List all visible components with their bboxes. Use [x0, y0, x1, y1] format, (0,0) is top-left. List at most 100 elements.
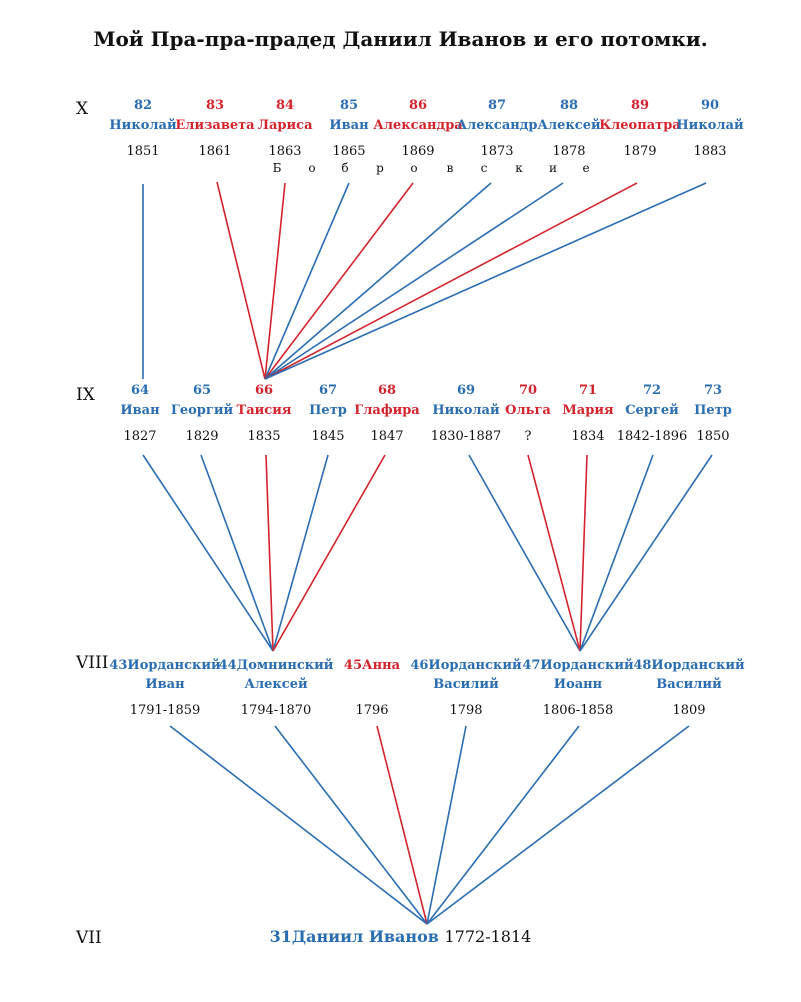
- connector-line: [264, 182, 492, 380]
- person-years: 1796: [355, 703, 389, 718]
- person-years: 1879: [623, 144, 657, 159]
- surname-letter: и: [549, 161, 557, 175]
- connector-line: [142, 454, 274, 652]
- person-years: ?: [524, 429, 532, 444]
- person-name-line2: Иван: [145, 677, 185, 692]
- person-years: 1861: [198, 144, 232, 159]
- person-name: Николай: [109, 118, 177, 133]
- person-years: 1829: [185, 429, 219, 444]
- connector-line: [274, 725, 428, 925]
- connector-line: [264, 182, 350, 380]
- person-name-line1: 47Иорданский: [522, 658, 634, 673]
- person-years: 1883: [693, 144, 727, 159]
- person-years: 1865: [332, 144, 366, 159]
- person-name: Клеопатра: [599, 118, 681, 133]
- surname-letter: е: [582, 161, 590, 175]
- connector-line: [579, 454, 654, 652]
- person-number: 72: [642, 383, 662, 398]
- person-years: 1850: [696, 429, 730, 444]
- person-number: 83: [205, 98, 225, 113]
- person-years: 1830-1887: [430, 429, 502, 444]
- connector-line: [527, 454, 581, 652]
- person-name-line2: Алексей: [244, 677, 308, 692]
- person-years: 1842-1896: [616, 429, 688, 444]
- connector-line: [264, 182, 564, 380]
- connector-line: [272, 454, 386, 652]
- person-name-line1: 44Домнинский: [218, 658, 334, 673]
- person-number: 90: [700, 98, 720, 113]
- person-years: 1847: [370, 429, 404, 444]
- person-name-line2: Василий: [656, 677, 722, 692]
- person-years: 1794-1870: [240, 703, 312, 718]
- person-name: Иван: [329, 118, 369, 133]
- generation-label-vii: VII: [76, 928, 102, 948]
- person-name: Иван: [120, 403, 160, 418]
- connector-line: [169, 725, 428, 925]
- root-person: 31Даниил Иванов 1772-1814: [0, 927, 801, 946]
- person-years: 1845: [311, 429, 345, 444]
- person-name-line1: 48Иорданский: [633, 658, 745, 673]
- person-years: 1827: [123, 429, 157, 444]
- connector-line: [579, 454, 713, 652]
- person-years: 1835: [247, 429, 281, 444]
- connector-line: [579, 454, 588, 652]
- person-years: 1863: [268, 144, 302, 159]
- person-number: 89: [630, 98, 650, 113]
- person-name: Петр: [694, 403, 732, 418]
- root-years: 1772-1814: [444, 927, 532, 946]
- connector-line: [426, 725, 580, 925]
- person-name-line1: 46Иорданский: [410, 658, 522, 673]
- person-name: Петр: [309, 403, 347, 418]
- person-years: 1798: [449, 703, 483, 718]
- person-number: 67: [318, 383, 338, 398]
- surname-letter: к: [515, 161, 523, 175]
- surname-letter: Б: [272, 161, 282, 175]
- person-number: 86: [408, 98, 428, 113]
- person-name: Александра: [373, 118, 463, 133]
- person-number: 64: [130, 383, 150, 398]
- person-years: 1869: [401, 144, 435, 159]
- generation-label-x: X: [76, 99, 89, 119]
- person-name: Мария: [562, 403, 614, 418]
- person-number: 66: [254, 383, 274, 398]
- person-years: 1851: [126, 144, 160, 159]
- surname-letter: р: [376, 161, 384, 175]
- person-name: Алексей: [537, 118, 601, 133]
- connector-line: [264, 182, 707, 380]
- person-years: 1873: [480, 144, 514, 159]
- person-name-line1: 45Анна: [343, 658, 401, 673]
- person-name: Ольга: [505, 403, 551, 418]
- person-number: 71: [578, 383, 598, 398]
- person-name-line2: Василий: [433, 677, 499, 692]
- surname-letter: о: [308, 161, 316, 175]
- person-number: 88: [559, 98, 579, 113]
- person-name: Лариса: [257, 118, 313, 133]
- surname-letter: с: [480, 161, 488, 175]
- person-number: 87: [487, 98, 507, 113]
- person-name-line1: 43Иорданский: [109, 658, 221, 673]
- person-number: 82: [133, 98, 153, 113]
- person-years: 1791-1859: [129, 703, 201, 718]
- person-name: Сергей: [625, 403, 679, 418]
- person-years: 1878: [552, 144, 586, 159]
- person-years: 1806-1858: [542, 703, 614, 718]
- surname-letter: о: [410, 161, 418, 175]
- connector-line: [216, 181, 266, 380]
- connector-line: [264, 182, 414, 380]
- person-name-line2: Иоанн: [553, 677, 603, 692]
- person-name: Николай: [432, 403, 500, 418]
- person-number: 65: [192, 383, 212, 398]
- person-number: 73: [703, 383, 723, 398]
- connector-line: [264, 182, 286, 380]
- generation-label-ix: IX: [76, 385, 95, 405]
- root-name: 31Даниил Иванов: [269, 927, 439, 946]
- person-number: 69: [456, 383, 476, 398]
- generation-label-viii: VIII: [76, 653, 109, 673]
- person-name: Глафира: [354, 403, 420, 418]
- page-title: Мой Пра-пра-прадед Даниил Иванов и его п…: [93, 27, 708, 51]
- person-number: 85: [339, 98, 359, 113]
- person-years: 1809: [672, 703, 706, 718]
- surname-letter: б: [341, 161, 349, 175]
